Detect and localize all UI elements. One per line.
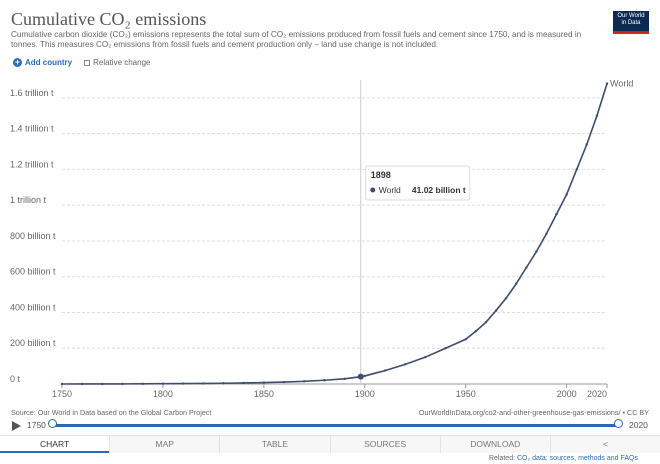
plus-icon: +	[13, 57, 22, 67]
data-point	[202, 382, 205, 385]
source-note: Source: Our World in Data based on the G…	[11, 408, 212, 417]
data-point	[555, 212, 558, 216]
tab-table[interactable]: TABLE	[219, 436, 330, 453]
logo-line-1: Our World	[617, 13, 645, 19]
x-tick-label: 1800	[153, 389, 173, 399]
data-point	[222, 382, 225, 385]
highlight-point	[357, 373, 364, 380]
data-point	[444, 347, 447, 350]
data-point	[535, 250, 538, 253]
chart-url[interactable]: OurWorldInData.org/co2-and-other-greenho…	[418, 408, 649, 417]
owid-logo[interactable]: Our World in Data	[613, 11, 649, 34]
x-tick-label: 1900	[355, 389, 375, 399]
play-icon[interactable]	[12, 421, 21, 431]
series-line-world	[61, 83, 608, 385]
add-country-label: Add country	[25, 58, 73, 67]
data-point	[181, 382, 185, 385]
y-tick-label: 400 billion t	[10, 302, 56, 312]
data-point	[161, 382, 165, 385]
tab-sources[interactable]: SOURCES	[329, 436, 440, 453]
data-point	[595, 114, 599, 117]
data-point	[282, 380, 286, 384]
data-point	[383, 369, 387, 372]
data-point	[101, 382, 104, 386]
y-tick-label: 1.4 trillion t	[10, 124, 54, 134]
data-point	[494, 309, 498, 312]
tab-download[interactable]: DOWNLOAD	[439, 436, 550, 453]
data-point	[504, 296, 508, 300]
related-prefix: Related:	[488, 455, 516, 462]
data-point	[424, 355, 427, 359]
y-tick-label: 600 billion t	[10, 267, 56, 277]
data-point	[403, 363, 407, 366]
data-point	[303, 380, 306, 383]
data-point	[575, 168, 578, 171]
data-point	[242, 381, 245, 385]
data-point	[525, 266, 528, 269]
data-point	[545, 232, 548, 235]
tooltip-value: 41.02 billion t	[412, 185, 466, 195]
y-tick-label: 0 t	[10, 374, 21, 384]
chart-title: Cumulative CO₂ emissions	[11, 9, 207, 29]
data-point	[343, 377, 346, 381]
related-note: Related: CO₂ data: sources, methods and …	[489, 455, 638, 462]
y-tick-label: 200 billion t	[10, 338, 56, 348]
data-point	[484, 321, 488, 324]
data-point	[363, 374, 366, 378]
chart-controls: + Add country Relative change	[13, 58, 150, 67]
x-tick-label: 2000	[557, 389, 577, 399]
tab-bar: CHART MAP TABLE SOURCES DOWNLOAD <	[0, 435, 660, 453]
data-point	[565, 193, 568, 196]
tab-map[interactable]: MAP	[109, 436, 220, 453]
data-point	[514, 282, 518, 286]
timeline-end-handle[interactable]	[614, 419, 623, 428]
data-point	[464, 338, 467, 341]
tab-chart[interactable]: CHART	[0, 436, 110, 453]
relative-change-label: Relative change	[93, 58, 151, 67]
data-point	[80, 382, 84, 386]
tooltip-legend-dot	[370, 187, 376, 193]
y-tick-label: 1 trillion t	[10, 195, 47, 205]
x-tick-label: 1850	[254, 389, 274, 399]
tooltip-series-name: World	[379, 185, 401, 195]
share-icon[interactable]: <	[549, 436, 660, 453]
chart-subtitle: Cumulative carbon dioxide (CO₂) emission…	[11, 30, 582, 49]
line-chart[interactable]: 0 t 200 billion t 400 billion t 600 billion…	[0, 0, 660, 405]
related-link[interactable]: CO₂ data: sources, methods and FAQs	[517, 455, 638, 462]
data-point	[605, 82, 609, 85]
data-point	[262, 381, 266, 384]
checkbox-icon	[84, 59, 91, 66]
data-point	[141, 382, 144, 386]
data-point	[323, 379, 326, 382]
data-point	[585, 143, 589, 146]
x-tick-label: 1750	[52, 389, 72, 399]
x-tick-label: 2020	[587, 389, 607, 399]
y-tick-label: 1.6 trillion t	[10, 88, 54, 98]
data-point	[474, 330, 477, 333]
data-point	[60, 382, 64, 386]
add-country-button[interactable]: + Add country	[13, 58, 72, 67]
relative-change-checkbox[interactable]: Relative change	[84, 58, 150, 67]
x-tick-label: 1950	[456, 389, 476, 399]
tooltip-year: 1898	[371, 170, 391, 180]
timeline-start-handle[interactable]	[48, 419, 57, 428]
timeline-start-label: 1750	[27, 420, 46, 430]
y-tick-label: 800 billion t	[10, 231, 56, 241]
timeline-slider: 1750 2020	[0, 418, 660, 434]
data-point	[121, 382, 124, 386]
series-label-world: World	[610, 79, 633, 89]
tooltip-box	[365, 165, 471, 201]
timeline-end-label: 2020	[629, 420, 648, 430]
timeline-track[interactable]	[52, 424, 619, 427]
y-tick-label: 1.2 trillion t	[10, 159, 54, 169]
logo-line-2: in Data	[621, 20, 641, 26]
